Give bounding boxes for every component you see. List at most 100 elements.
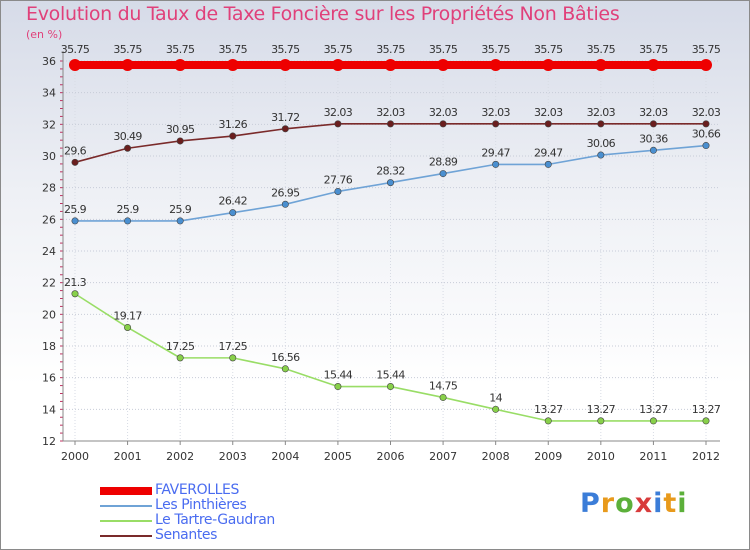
x-tick-label: 2006 <box>377 450 405 463</box>
y-tick-label: 26 <box>42 213 56 226</box>
x-tick-label: 2002 <box>166 450 194 463</box>
data-point <box>542 58 555 71</box>
data-point <box>331 58 344 71</box>
data-point <box>492 120 500 128</box>
x-tick-label: 2011 <box>639 450 667 463</box>
data-point <box>281 365 289 373</box>
x-tick-label: 2000 <box>61 450 89 463</box>
data-label: 30.66 <box>692 128 721 141</box>
data-point <box>121 58 134 71</box>
data-label: 25.9 <box>64 203 87 216</box>
data-label: 17.25 <box>166 340 195 353</box>
data-label: 26.42 <box>219 195 248 208</box>
data-label: 35.75 <box>481 43 510 56</box>
data-label: 30.95 <box>166 123 195 136</box>
data-point <box>174 58 187 71</box>
data-label: 31.72 <box>271 111 300 124</box>
data-point <box>334 187 342 195</box>
data-point <box>649 146 657 154</box>
data-label: 30.49 <box>113 130 142 143</box>
y-tick-label: 12 <box>42 435 56 448</box>
data-label: 30.36 <box>639 132 668 145</box>
data-label: 29.47 <box>481 146 510 159</box>
x-tick-label: 2005 <box>324 450 352 463</box>
data-point <box>384 58 397 71</box>
data-label: 35.75 <box>61 43 90 56</box>
y-tick-label: 22 <box>42 277 56 290</box>
data-point <box>229 209 237 217</box>
data-point <box>124 323 132 331</box>
data-label: 17.25 <box>219 340 248 353</box>
data-label: 13.27 <box>534 403 563 416</box>
data-label: 30.06 <box>587 137 616 150</box>
data-label: 35.75 <box>639 43 668 56</box>
data-label: 15.44 <box>376 369 405 382</box>
data-point <box>597 120 605 128</box>
data-label: 19.17 <box>113 309 142 322</box>
data-label: 31.26 <box>219 118 248 131</box>
data-point <box>544 417 552 425</box>
y-tick-label: 20 <box>42 308 56 321</box>
data-point <box>386 383 394 391</box>
y-tick-label: 18 <box>42 340 56 353</box>
data-point <box>489 58 502 71</box>
data-point <box>279 58 292 71</box>
data-label: 32.03 <box>639 106 668 119</box>
legend-label: Senantes <box>155 527 218 543</box>
data-point <box>69 58 81 71</box>
data-point <box>439 120 447 128</box>
legend-item-les-pinthieres: Les Pinthières <box>100 497 360 514</box>
data-label: 35.75 <box>587 43 616 56</box>
x-tick-label: 2008 <box>482 450 510 463</box>
data-point <box>702 142 710 150</box>
legend-swatch-le-tartre-gaudran <box>100 520 152 522</box>
data-point <box>594 58 607 71</box>
y-tick-label: 14 <box>42 403 56 416</box>
x-tick-label: 2001 <box>114 450 142 463</box>
proxiti-logo: Proxiti <box>580 488 688 519</box>
data-label: 29.6 <box>64 144 87 157</box>
x-tick-label: 2003 <box>219 450 247 463</box>
data-point <box>176 137 184 145</box>
data-label: 14.75 <box>429 379 458 392</box>
data-point <box>597 151 605 159</box>
data-label: 29.47 <box>534 146 563 159</box>
legend-swatch-senantes <box>100 535 152 537</box>
legend-label: Le Tartre-Gaudran <box>155 512 275 528</box>
data-point <box>281 200 289 208</box>
data-point <box>71 158 79 166</box>
data-label: 14 <box>489 391 502 404</box>
legend-item-faverolles: FAVEROLLES <box>100 482 360 499</box>
data-label: 32.03 <box>376 106 405 119</box>
data-point <box>229 354 237 362</box>
data-label: 32.03 <box>534 106 563 119</box>
data-label: 28.89 <box>429 156 458 169</box>
data-label: 16.56 <box>271 351 300 364</box>
data-label: 32.03 <box>587 106 616 119</box>
data-label: 13.27 <box>692 403 721 416</box>
data-point <box>281 125 289 133</box>
data-label: 35.75 <box>429 43 458 56</box>
legend-item-le-tartre-gaudran: Le Tartre-Gaudran <box>100 512 360 529</box>
data-point <box>647 58 660 71</box>
y-tick-label: 30 <box>42 150 56 163</box>
data-label: 25.9 <box>117 203 140 216</box>
x-tick-label: 2012 <box>692 450 720 463</box>
data-point <box>700 58 712 71</box>
data-label: 35.75 <box>166 43 195 56</box>
data-label: 35.75 <box>219 43 248 56</box>
data-label: 35.75 <box>113 43 142 56</box>
data-label: 32.03 <box>481 106 510 119</box>
data-point <box>492 160 500 168</box>
data-point <box>176 217 184 225</box>
data-label: 32.03 <box>429 106 458 119</box>
data-point <box>334 120 342 128</box>
data-label: 28.32 <box>376 165 405 178</box>
legend-swatch-faverolles <box>100 487 152 495</box>
data-label: 35.75 <box>534 43 563 56</box>
data-label: 35.75 <box>376 43 405 56</box>
data-label: 25.9 <box>169 203 192 216</box>
y-tick-label: 32 <box>42 118 56 131</box>
data-point <box>439 393 447 401</box>
